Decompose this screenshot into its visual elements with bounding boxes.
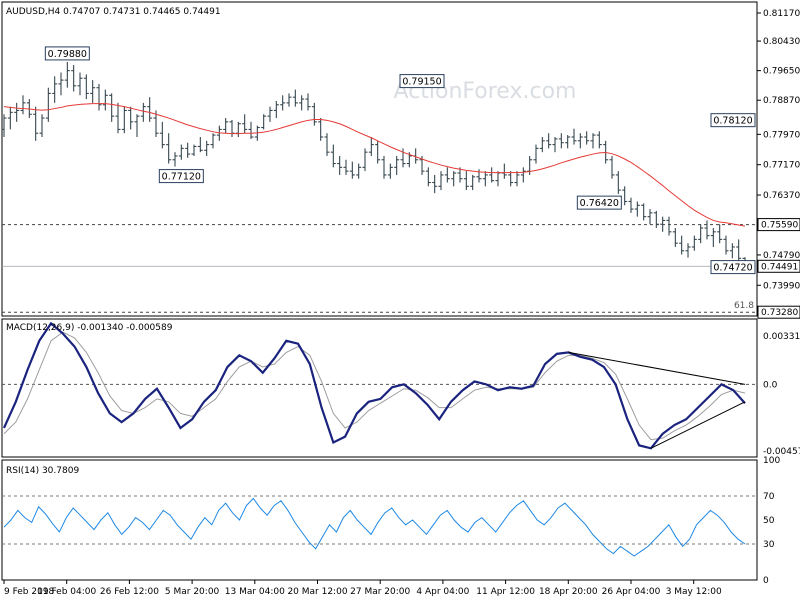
rsi-title: RSI(14) 30.7809: [6, 466, 79, 476]
x-tick-label: 18 Apr 20:00: [539, 587, 598, 597]
rsi-y-tick-label: 100: [763, 456, 780, 466]
macd-y-tick-label: 0.003316: [763, 332, 800, 342]
price-y-tick-label: 0.81170: [763, 9, 800, 19]
x-tick-label: 3 May 12:00: [666, 587, 722, 597]
macd-title: MACD(12,26,9) -0.001340 -0.000589: [6, 323, 173, 333]
macd-signal-line: [4, 332, 745, 439]
x-tick-label: 4 Apr 04:00: [416, 587, 469, 597]
swing-label: 0.79150: [402, 77, 441, 88]
rsi-line: [4, 498, 745, 556]
price-y-tick-label: 0.79650: [763, 67, 800, 77]
current-price-label: 0.74491: [761, 262, 798, 272]
rsi-y-tick-label: 50: [763, 516, 775, 526]
x-tick-label: 19 Feb 04:00: [37, 587, 96, 597]
macd-trendline: [569, 352, 745, 384]
rsi-y-tick-label: 30: [763, 540, 775, 550]
x-tick-label: 26 Apr 04:00: [602, 587, 661, 597]
macd-panel: 0.0033160.0-0.004577: [2, 319, 800, 457]
price-frame: [2, 2, 757, 316]
x-tick-label: 5 Mar 20:00: [165, 587, 220, 597]
x-tick-label: 13 Mar 04:00: [225, 587, 285, 597]
price-y-tick-label: 0.77970: [763, 130, 800, 140]
fib-note: 61.8: [734, 301, 754, 311]
moving-average-line: [4, 104, 745, 226]
price-y-tick-label: 0.76370: [763, 191, 800, 201]
level-label: 0.75590: [761, 221, 798, 231]
rsi-panel: 100 70 50 30 0: [2, 456, 780, 586]
swing-label: 0.78120: [713, 116, 752, 127]
price-y-tick-label: 0.73990: [763, 281, 800, 291]
price-title: AUDUSD,H4 0.74707 0.74731 0.74465 0.7449…: [6, 7, 221, 17]
macd-frame: [2, 319, 757, 457]
price-y-tick-label: 0.78870: [763, 96, 800, 106]
rsi-y-tick-label: 0: [763, 576, 769, 586]
swing-label: 0.74720: [713, 263, 752, 274]
price-panel: 0.81170 0.80430 0.79650 0.78870 0.77970 0.771…: [2, 2, 800, 318]
price-y-tick-label: 0.77170: [763, 161, 800, 171]
swing-label: 0.77120: [162, 172, 201, 183]
macd-y-tick-label: 0.0: [763, 380, 778, 390]
swing-label: 0.79880: [48, 49, 87, 60]
swing-label: 0.76420: [580, 198, 619, 209]
price-y-tick-label: 0.80430: [763, 37, 800, 47]
level-label: 0.73280: [761, 308, 798, 318]
price-y-tick-label: 0.74790: [763, 251, 800, 261]
rsi-y-tick-label: 70: [763, 492, 775, 502]
macd-line: [4, 323, 745, 448]
x-tick-label: 11 Apr 12:00: [476, 587, 535, 597]
x-tick-label: 27 Mar 20:00: [350, 587, 410, 597]
x-tick-label: 20 Mar 12:00: [287, 587, 347, 597]
x-tick-label: 26 Feb 12:00: [100, 587, 159, 597]
